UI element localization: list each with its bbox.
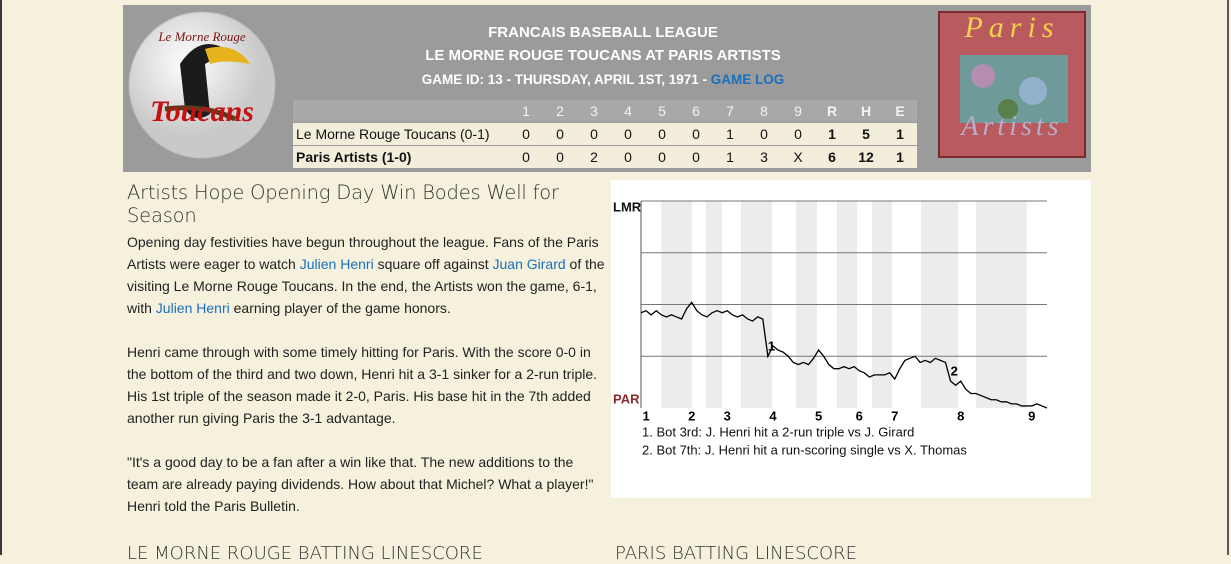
y-tick-label: PAR bbox=[613, 391, 640, 406]
x-tick-label: 8 bbox=[957, 408, 964, 423]
article-body: Opening day festivities have begun throu… bbox=[127, 231, 605, 517]
text: of the visiting Le Morne Rouge Toucans. … bbox=[127, 256, 605, 316]
score-cell: 0 bbox=[543, 145, 577, 169]
score-cell: 6 bbox=[815, 145, 849, 169]
column-header: 3 bbox=[577, 100, 611, 123]
score-cell: 0 bbox=[645, 122, 679, 146]
text: "It's a good day to be a fan after a win… bbox=[127, 454, 594, 514]
column-header: R bbox=[815, 100, 849, 123]
score-cell: 3 bbox=[747, 145, 781, 169]
score-cell: 0 bbox=[645, 145, 679, 169]
game-header: Le Morne Rouge Toucans FRANCAIS BASEBALL… bbox=[123, 5, 1091, 172]
score-cell: 1 bbox=[815, 122, 849, 146]
note: 2. Bot 7th: J. Henri hit a run-scoring s… bbox=[642, 442, 967, 457]
score-cell: 1 bbox=[883, 145, 917, 169]
section-heading: LE MORNE ROUGE BATTING LINESCORE bbox=[127, 543, 483, 564]
win-probability-panel: LMR PAR 1 2 3 4 5 6 7 8 9 1 2 1. Bot 3rd: J. Henri hi… bbox=[611, 180, 1091, 498]
column-header: 1 bbox=[509, 100, 543, 123]
team-row: Le Morne Rouge Toucans (0-1) 0 0 0 0 0 0 1 0 0 1 5 1 bbox=[293, 122, 917, 146]
score-cell: 0 bbox=[611, 145, 645, 169]
x-tick-label: 3 bbox=[724, 408, 731, 423]
text: Henri came through with some timely hitt… bbox=[127, 344, 598, 426]
team-row: Paris Artists (1-0) 0 0 2 0 0 0 1 3 X 6 12 1 bbox=[293, 145, 917, 169]
column-header: 9 bbox=[781, 100, 815, 123]
note: 1. Bot 3rd: J. Henri hit a 2-run triple … bbox=[642, 424, 914, 439]
text: earning player of the game honors. bbox=[229, 300, 451, 316]
header-cell bbox=[293, 100, 509, 123]
logo-text: Le Morne Rouge bbox=[157, 29, 246, 44]
game-log-link[interactable]: GAME LOG bbox=[710, 72, 785, 87]
x-tick-label: 5 bbox=[815, 408, 822, 423]
score-cell: 0 bbox=[577, 122, 611, 146]
score-cell: 0 bbox=[509, 122, 543, 146]
x-tick-label: 6 bbox=[856, 408, 863, 423]
paragraph: "It's a good day to be a fan after a win… bbox=[127, 451, 605, 517]
column-header: E bbox=[883, 100, 917, 123]
column-header: 2 bbox=[543, 100, 577, 123]
logo-text: Paris bbox=[963, 11, 1059, 44]
y-tick-label: LMR bbox=[613, 199, 642, 214]
score-cell: 2 bbox=[577, 145, 611, 169]
score-cell: 1 bbox=[713, 145, 747, 169]
x-tick-label: 4 bbox=[769, 408, 777, 423]
linescore: 1 2 3 4 5 6 7 8 9 R H E Le Morne Rouge Toucans (0-1)… bbox=[293, 100, 917, 169]
logo-text: Artists bbox=[959, 111, 1062, 142]
away-logo: Le Morne Rouge Toucans bbox=[128, 11, 276, 159]
score-cell: 1 bbox=[713, 122, 747, 146]
game-info: GAME ID: 13 - THURSDAY, APRIL 1ST, 1971 … bbox=[293, 72, 913, 87]
score-cell: 0 bbox=[679, 122, 713, 146]
paragraph: Opening day festivities have begun throu… bbox=[127, 231, 605, 319]
score-cell: 0 bbox=[611, 122, 645, 146]
score-cell: 0 bbox=[509, 145, 543, 169]
team-name: Paris Artists (1-0) bbox=[293, 145, 509, 169]
x-tick-label: 1 bbox=[642, 408, 649, 423]
window-edge bbox=[0, 0, 2, 555]
scrollbar bbox=[1227, 0, 1229, 555]
paragraph: Henri came through with some timely hitt… bbox=[127, 341, 605, 429]
league-title: FRANCAIS BASEBALL LEAGUE bbox=[488, 24, 718, 41]
logo-text: Toucans bbox=[150, 95, 254, 128]
score-cell: X bbox=[781, 145, 815, 169]
column-header: 7 bbox=[713, 100, 747, 123]
player-link[interactable]: Julien Henri bbox=[299, 256, 374, 272]
home-logo: Paris Artists bbox=[938, 11, 1086, 158]
game-info-text: GAME ID: 13 - THURSDAY, APRIL 1ST, 1971 … bbox=[421, 72, 708, 87]
player-link[interactable]: Julien Henri bbox=[155, 300, 230, 316]
x-tick-label: 7 bbox=[891, 408, 898, 423]
column-header: 8 bbox=[747, 100, 781, 123]
x-tick-label: 9 bbox=[1028, 408, 1035, 423]
section-heading: PARIS BATTING LINESCORE bbox=[615, 543, 858, 564]
column-header: 4 bbox=[611, 100, 645, 123]
x-tick-label: 2 bbox=[688, 408, 695, 423]
annotation: 2 bbox=[951, 364, 958, 379]
annotation: 1 bbox=[768, 339, 775, 354]
column-header: H bbox=[849, 100, 883, 123]
score-cell: 1 bbox=[883, 122, 917, 146]
score-cell: 5 bbox=[849, 122, 883, 146]
article: Artists Hope Opening Day Win Bodes Well … bbox=[127, 181, 605, 539]
player-link[interactable]: Juan Girard bbox=[492, 256, 566, 272]
column-header: 5 bbox=[645, 100, 679, 123]
score-cell: 0 bbox=[747, 122, 781, 146]
win-probability-line bbox=[640, 301, 1048, 409]
score-cell: 0 bbox=[543, 122, 577, 146]
text: Opening day festivities have begun throu… bbox=[127, 234, 599, 272]
column-header: 6 bbox=[679, 100, 713, 123]
team-name: Le Morne Rouge Toucans (0-1) bbox=[293, 122, 509, 146]
score-cell: 12 bbox=[849, 145, 883, 169]
score-cell: 0 bbox=[679, 145, 713, 169]
headline: Artists Hope Opening Day Win Bodes Well … bbox=[127, 181, 559, 227]
matchup-title: LE MORNE ROUGE TOUCANS AT PARIS ARTISTS bbox=[425, 47, 781, 64]
score-cell: 0 bbox=[781, 122, 815, 146]
text: square off against bbox=[373, 256, 493, 272]
